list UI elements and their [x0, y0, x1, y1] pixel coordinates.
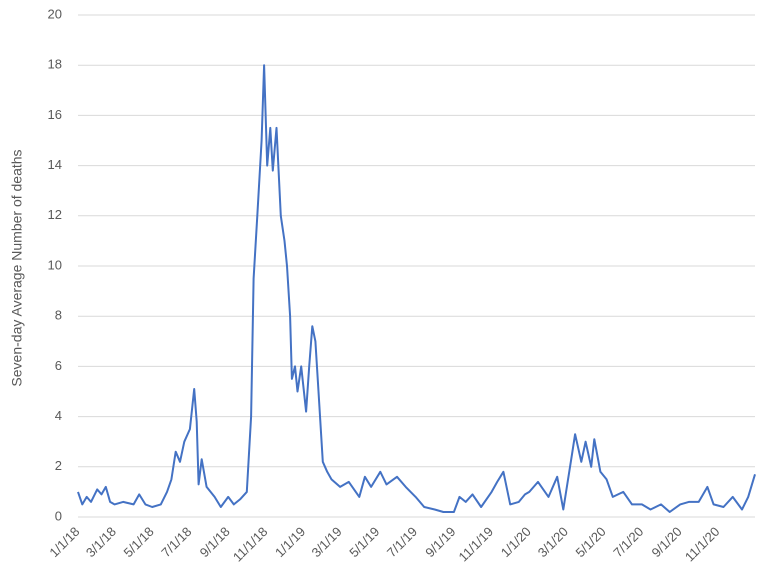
data-line	[77, 64, 756, 513]
x-tick-label: 7/1/18	[158, 524, 194, 560]
x-tick-label: 5/1/18	[121, 524, 157, 560]
x-tick-label: 3/1/19	[309, 524, 345, 560]
x-tick-label: 9/1/19	[422, 524, 458, 560]
y-tick-label: 16	[48, 107, 62, 122]
y-tick-label: 2	[55, 458, 62, 473]
y-tick-label: 6	[55, 358, 62, 373]
x-tick-label: 1/1/19	[272, 524, 308, 560]
y-tick-label: 20	[48, 6, 62, 21]
x-tick-label: 3/1/18	[83, 524, 119, 560]
x-tick-label: 7/1/20	[610, 524, 646, 560]
y-tick-label: 12	[48, 207, 62, 222]
y-tick-label: 4	[55, 408, 62, 423]
x-tick-label: 11/1/19	[456, 524, 497, 565]
x-tick-label: 9/1/18	[197, 524, 233, 560]
y-tick-label: 8	[55, 308, 62, 323]
y-tick-label: 0	[55, 508, 62, 523]
y-tick-label: 10	[48, 257, 62, 272]
x-tick-label: 9/1/20	[649, 524, 685, 560]
x-tick-label: 1/1/18	[46, 524, 82, 560]
x-tick-label: 3/1/20	[535, 524, 571, 560]
y-axis-title: Seven-day Average Number of deaths	[9, 149, 25, 386]
x-tick-label: 5/1/19	[346, 524, 382, 560]
y-tick-label: 18	[48, 57, 62, 72]
x-tick-label: 5/1/20	[573, 524, 609, 560]
x-tick-label: 11/1/20	[682, 524, 723, 565]
x-tick-label: 1/1/20	[498, 524, 534, 560]
x-tick-label: 7/1/19	[384, 524, 420, 560]
y-tick-label: 14	[48, 157, 62, 172]
x-tick-label: 11/1/18	[230, 524, 271, 565]
